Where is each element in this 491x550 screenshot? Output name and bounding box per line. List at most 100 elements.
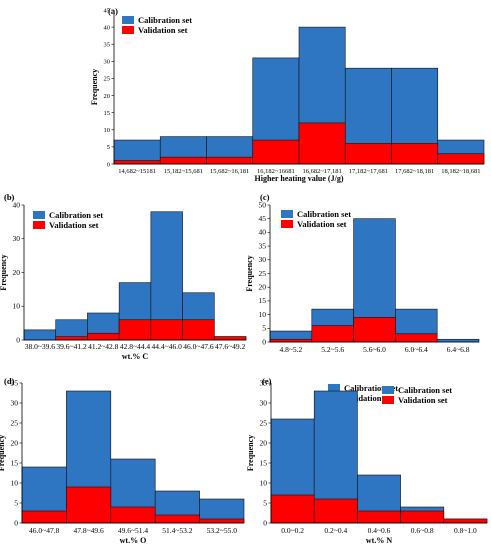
x-tick-label: 6.4~6.8 (447, 345, 470, 354)
x-axis-title: wt.% O (120, 536, 147, 545)
y-tick-label: 0 (262, 337, 266, 346)
y-tick-label: 0 (263, 518, 267, 527)
validation-bar (159, 156, 207, 165)
validation-bar (113, 160, 161, 165)
y-tick-label: 35 (104, 42, 111, 49)
y-tick-label: 30 (11, 398, 19, 407)
y-axis-title: Frequency (0, 435, 6, 471)
y-tick-label: 40 (13, 200, 21, 209)
x-tick-label: 46.0~47.6 (183, 342, 214, 351)
validation-bar (269, 338, 313, 343)
y-tick-label: 25 (259, 269, 267, 278)
y-tick-label: 10 (104, 127, 111, 134)
legend-swatch-calibration (382, 386, 394, 394)
validation-bar (206, 156, 254, 165)
legend-label-calibration: Calibration set (49, 210, 103, 220)
legend-swatch-calibration (328, 384, 340, 392)
y-tick-label: 45 (104, 7, 111, 14)
validation-bar (311, 325, 354, 343)
y-tick-label: 10 (260, 478, 268, 487)
legend-label-validation: Validation set (138, 25, 188, 35)
validation-bar (298, 122, 346, 165)
validation-bar (66, 486, 112, 524)
x-tick-label: 51.4~53.2 (162, 526, 193, 535)
panel-label: (b) (4, 192, 15, 202)
y-tick-label: 30 (13, 234, 21, 243)
y-tick-label: 20 (259, 283, 267, 292)
y-tick-label: 35 (260, 378, 268, 387)
y-axis-title: Frequency (0, 254, 8, 290)
y-tick-label: 10 (259, 310, 267, 319)
validation-bar (118, 319, 152, 341)
y-tick-label: 20 (11, 438, 19, 447)
panel-label: (d) (4, 376, 15, 386)
validation-bar (199, 518, 245, 524)
legend-label-calibration: Calibration set (138, 15, 192, 25)
x-tick-label: 44.4~46.0 (152, 342, 183, 351)
legend-swatch-validation (33, 221, 45, 229)
x-tick-label: 16,682~17,181 (302, 168, 341, 175)
x-tick-label: 0.8~1.0 (454, 526, 477, 535)
legend-swatch-calibration (122, 16, 134, 24)
y-tick-label: 10 (11, 478, 19, 487)
legend-label-validation: Validation set (49, 220, 99, 230)
validation-bar (213, 336, 247, 341)
y-tick-label: 20 (260, 438, 268, 447)
calibration-bar (150, 211, 183, 341)
chart-panel-5: 0 5 10 15 20 25 30 35 0.0~0.2 0.2~0.4 0.4~0.6 0.6~0… (246, 376, 488, 545)
legend-label-validation: Validation set (398, 395, 448, 405)
y-tick-label: 20 (104, 93, 111, 100)
validation-bar (443, 518, 488, 524)
y-tick-label: 25 (260, 418, 268, 427)
validation-bar (21, 510, 67, 524)
validation-bar (344, 143, 392, 165)
validation-bar (55, 336, 88, 341)
y-tick-label: 15 (11, 458, 19, 467)
legend-label-validation: Validation set (297, 219, 347, 229)
validation-bar (400, 510, 445, 524)
y-tick-label: 25 (104, 76, 111, 83)
y-tick-label: 40 (104, 24, 111, 31)
y-tick-label: 5 (263, 498, 267, 507)
x-tick-label: 0.0~0.2 (281, 526, 304, 535)
y-tick-label: 15 (104, 110, 111, 117)
validation-bar (252, 139, 300, 165)
validation-bar (357, 510, 401, 524)
validation-bar (110, 506, 156, 524)
panel-label: (a) (108, 6, 118, 16)
x-tick-label: 16,182~16681 (257, 168, 295, 175)
x-tick-label: 0.6~0.8 (411, 526, 434, 535)
validation-bar (182, 319, 215, 341)
legend-label-validation: Validation set (344, 393, 394, 403)
chart-panel-2: 0 10 20 30 40 38.0~39.6 39.6~41.2 41.2~42.8 42.8… (0, 192, 247, 361)
legend-swatch-validation (281, 220, 293, 228)
calibration-bar (436, 338, 480, 343)
chart-panel-4: 0 5 10 15 20 25 30 35 46.0~47.8 47.8~49.6 49.6~51.… (0, 376, 398, 545)
legend-swatch-calibration (33, 211, 45, 219)
x-tick-label: 17,682~18,181 (395, 168, 434, 175)
y-tick-label: 35 (11, 378, 19, 387)
y-tick-label: 45 (259, 214, 267, 223)
y-tick-label: 20 (13, 268, 21, 277)
x-tick-label: 41.2~42.8 (88, 342, 119, 351)
y-tick-label: 35 (259, 241, 267, 250)
y-tick-label: 10 (13, 302, 21, 311)
chart-panel-3: 0 5 10 15 20 25 30 35 40 45 50 4.8~5.2 5.2~5.6 5.6~6.… (245, 192, 480, 354)
validation-bar (154, 514, 200, 524)
x-tick-label: 47.6~49.2 (215, 342, 246, 351)
validation-bar (391, 143, 439, 165)
validation-bar (270, 494, 315, 524)
x-tick-label: 38.0~39.6 (25, 342, 56, 351)
y-tick-label: 5 (262, 324, 266, 333)
x-tick-label: 39.6~41.2 (56, 342, 87, 351)
y-tick-label: 0 (14, 518, 18, 527)
x-tick-label: 0.4~0.6 (368, 526, 391, 535)
x-axis-title: wt.% C (122, 352, 148, 361)
x-tick-label: 5.2~5.6 (321, 345, 344, 354)
x-axis-title: wt.% N (366, 536, 392, 545)
